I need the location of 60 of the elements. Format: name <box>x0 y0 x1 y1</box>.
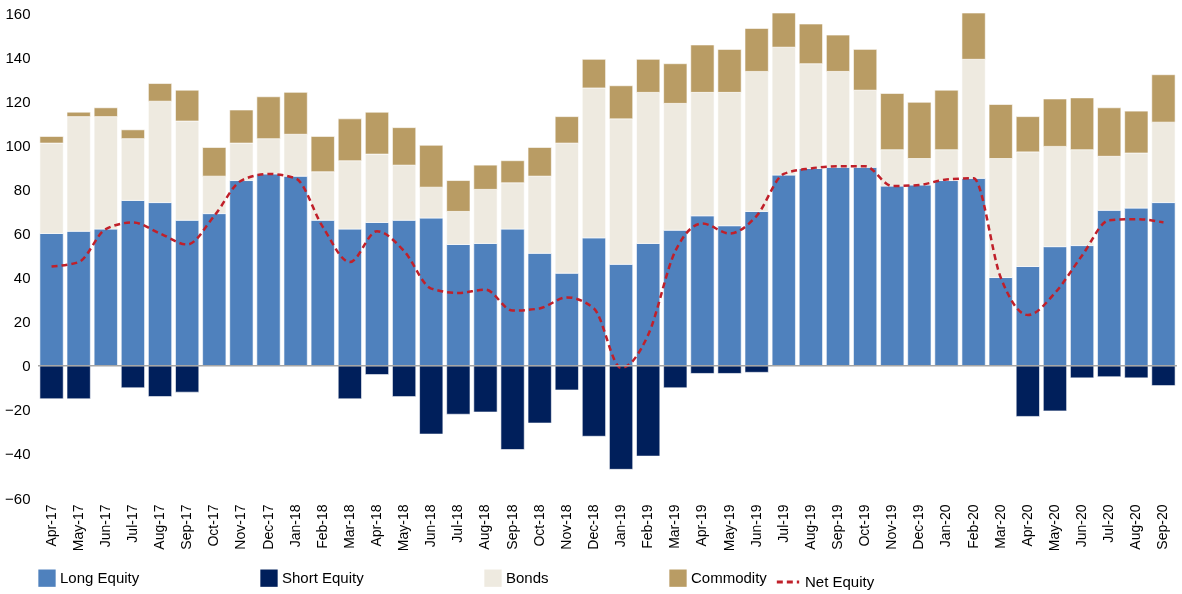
x-tick-label: Feb-20 <box>964 504 981 549</box>
y-tick-label: 160 <box>5 4 31 22</box>
y-tick-label: −20 <box>5 401 31 419</box>
x-tick-label: Jun-19 <box>747 504 764 548</box>
x-tick-label: Apr-19 <box>693 504 710 547</box>
x-tick-label: Feb-18 <box>313 504 330 549</box>
x-tick-label: Aug-18 <box>476 504 493 550</box>
y-tick-label: 20 <box>13 313 31 331</box>
x-tick-label: Oct-17 <box>205 504 222 547</box>
y-tick-label: 140 <box>5 48 31 66</box>
y-tick-label: 100 <box>5 136 31 154</box>
x-tick-label: Mar-18 <box>340 504 357 549</box>
y-tick-label: −60 <box>5 489 31 507</box>
legend-label: Long Equity <box>60 569 140 587</box>
legend-label: Net Equity <box>805 573 875 590</box>
line-series <box>50 164 1165 370</box>
y-tick-label: 0 <box>22 357 31 375</box>
x-tick-label: May-17 <box>69 504 86 552</box>
x-tick-label: Feb-19 <box>639 504 656 549</box>
x-tick-label: Jan-18 <box>286 504 303 548</box>
x-tick-label: Dec-18 <box>584 504 601 550</box>
x-tick-label: Dec-17 <box>259 504 276 550</box>
x-tick-label: Jun-20 <box>1073 504 1090 548</box>
x-tick-label: Jul-17 <box>123 504 140 543</box>
legend-label: Bonds <box>506 569 549 587</box>
x-tick-label: Jul-20 <box>1100 504 1117 543</box>
x-tick-label: Oct-19 <box>856 504 873 547</box>
x-tick-label: Nov-17 <box>232 504 249 550</box>
x-tick-label: Sep-20 <box>1154 504 1171 550</box>
x-tick-label: Jun-18 <box>422 504 439 548</box>
x-tick-label: Mar-19 <box>666 504 683 549</box>
legend-label: Short Equity <box>282 569 365 587</box>
x-tick-label: Aug-20 <box>1127 504 1144 550</box>
x-tick-label: Oct-18 <box>530 504 547 547</box>
x-tick-label: Aug-17 <box>151 504 168 550</box>
legend-label: Commodity <box>691 569 768 587</box>
x-tick-label: Jul-19 <box>774 504 791 543</box>
x-tick-label: Apr-20 <box>1018 504 1035 547</box>
y-tick-label: 80 <box>13 180 31 198</box>
y-tick-label: 40 <box>13 269 31 287</box>
x-tick-label: May-19 <box>720 504 737 552</box>
y-tick-label: −40 <box>5 445 31 463</box>
x-tick-label: Sep-17 <box>178 504 195 550</box>
y-tick-label: 60 <box>13 224 31 242</box>
x-tick-label: Nov-19 <box>883 504 900 550</box>
x-tick-label: May-18 <box>395 504 412 552</box>
x-tick-label: Apr-17 <box>42 504 59 547</box>
x-tick-label: Apr-18 <box>367 504 384 547</box>
x-tick-label: Sep-19 <box>829 504 846 550</box>
x-tick-label: Jul-18 <box>449 504 466 543</box>
x-tick-label: Jun-17 <box>96 504 113 548</box>
x-tick-label: Sep-18 <box>503 504 520 550</box>
x-tick-label: Dec-19 <box>910 504 927 550</box>
x-tick-label: Mar-20 <box>991 504 1008 549</box>
x-tick-label: Jan-20 <box>937 504 954 548</box>
y-tick-label: 120 <box>5 92 31 110</box>
x-tick-label: Jan-19 <box>612 504 629 548</box>
x-tick-label: Aug-19 <box>801 504 818 550</box>
x-tick-label: Nov-18 <box>557 504 574 550</box>
x-tick-label: May-20 <box>1045 504 1062 552</box>
